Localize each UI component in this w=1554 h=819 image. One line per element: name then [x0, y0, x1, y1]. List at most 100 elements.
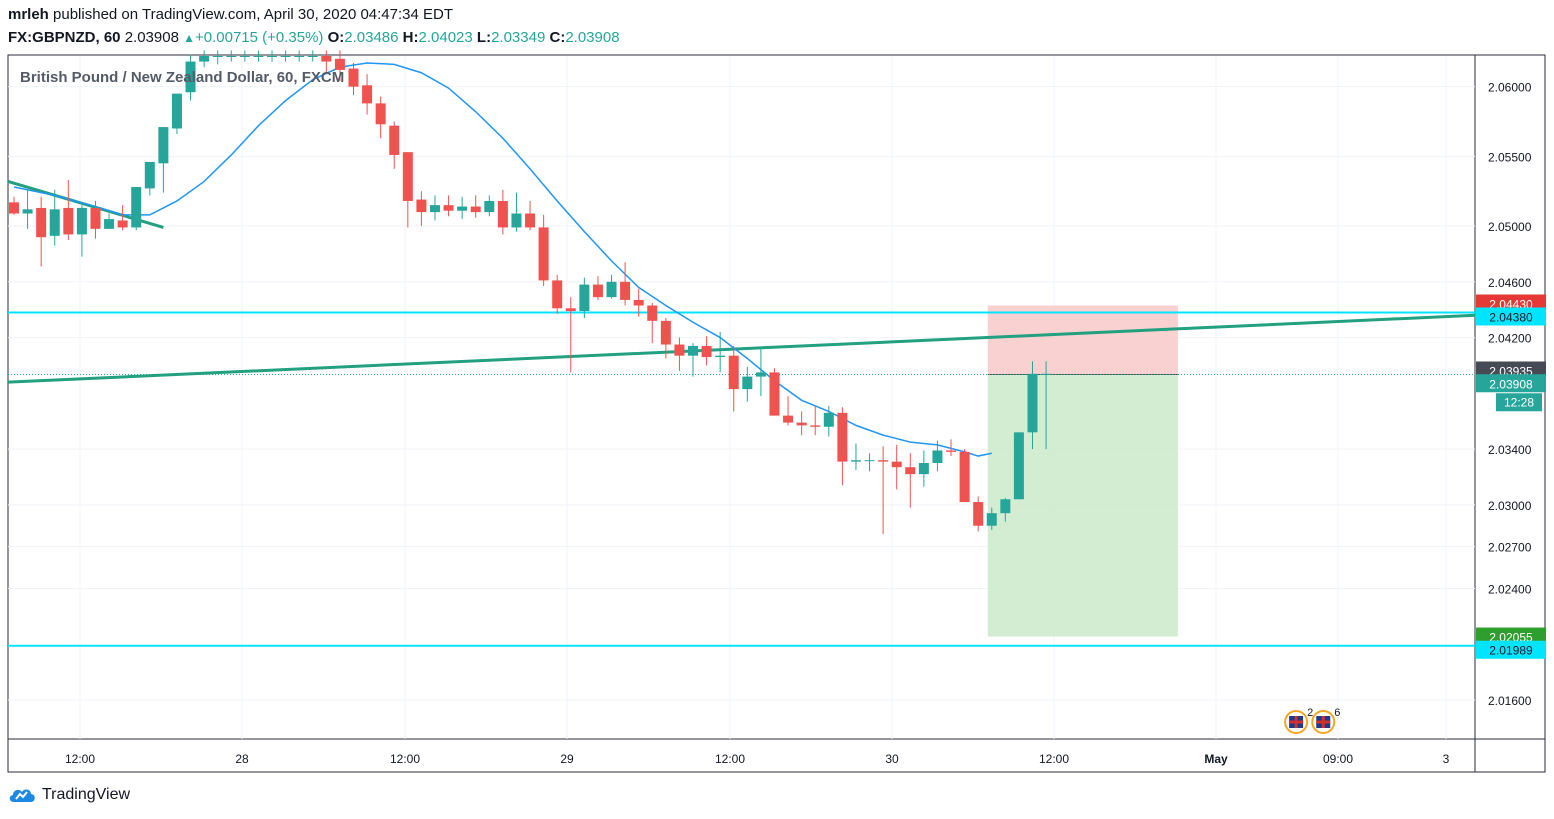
candle[interactable] — [579, 277, 590, 319]
candle[interactable] — [497, 189, 508, 235]
price-axis[interactable]: 2.06000 2.05500 2.05000 2.04600 2.04200 2.034… — [1488, 81, 1532, 708]
candle[interactable] — [864, 453, 875, 472]
candle[interactable] — [321, 50, 332, 73]
candle-body — [226, 56, 237, 57]
candle[interactable] — [484, 195, 495, 217]
candles[interactable] — [9, 50, 1052, 535]
footer[interactable]: TradingView — [8, 786, 130, 804]
candle[interactable] — [810, 405, 821, 436]
candle[interactable] — [755, 347, 766, 397]
candle[interactable] — [470, 195, 481, 218]
candle[interactable] — [660, 318, 671, 359]
candle[interactable] — [22, 189, 33, 229]
candle[interactable] — [837, 407, 848, 486]
candle-body — [783, 415, 794, 423]
candle[interactable] — [606, 274, 617, 299]
candle[interactable] — [769, 368, 780, 416]
candle[interactable] — [891, 444, 902, 490]
candle[interactable] — [959, 449, 970, 503]
candle[interactable] — [986, 507, 997, 530]
candle[interactable] — [348, 62, 359, 96]
candle[interactable] — [620, 262, 631, 306]
candle[interactable] — [171, 93, 182, 135]
trendline[interactable] — [7, 313, 1476, 384]
candle-body — [22, 209, 33, 214]
candle[interactable] — [199, 50, 210, 68]
candle[interactable] — [280, 50, 291, 62]
candle[interactable] — [443, 195, 454, 217]
candle-body — [76, 207, 87, 235]
candle[interactable] — [932, 440, 943, 472]
candle[interactable] — [552, 274, 563, 314]
candle[interactable] — [823, 405, 834, 437]
candle[interactable] — [796, 411, 807, 436]
candle[interactable] — [878, 446, 889, 535]
candle-body — [131, 187, 142, 228]
candle[interactable] — [850, 443, 861, 470]
candle[interactable] — [185, 54, 196, 101]
candle[interactable] — [674, 337, 685, 372]
candle[interactable] — [117, 205, 128, 231]
candle[interactable] — [783, 396, 794, 426]
candle[interactable] — [389, 121, 400, 169]
candle[interactable] — [742, 366, 753, 402]
candle[interactable] — [334, 50, 345, 82]
candle[interactable] — [946, 439, 957, 457]
candle[interactable] — [525, 200, 536, 231]
candle[interactable] — [253, 50, 264, 62]
candle[interactable] — [63, 180, 74, 240]
uk-flag-event-icon[interactable]: 2 — [1284, 707, 1313, 734]
candle[interactable] — [416, 191, 427, 227]
author-name[interactable]: mrleh — [8, 6, 49, 23]
candle-body — [959, 451, 970, 503]
candle[interactable] — [633, 288, 644, 317]
candle[interactable] — [226, 50, 237, 62]
candle[interactable] — [307, 50, 318, 62]
candle[interactable] — [104, 213, 115, 229]
candle[interactable] — [701, 336, 712, 366]
candle[interactable] — [1041, 361, 1052, 450]
candle[interactable] — [647, 302, 658, 344]
candle[interactable] — [905, 453, 916, 508]
candle-body — [1027, 373, 1038, 433]
candle[interactable] — [76, 205, 87, 257]
time-axis[interactable]: 12:00 28 12:00 29 12:00 30 12:00 May 09:00 3 — [65, 752, 1450, 766]
candle[interactable] — [728, 345, 739, 412]
candle[interactable] — [1000, 497, 1011, 522]
uk-flag-event-icon[interactable]: 6 — [1311, 707, 1340, 734]
candle[interactable] — [429, 195, 440, 221]
candle[interactable] — [918, 450, 929, 487]
candle[interactable] — [715, 331, 726, 373]
candle[interactable] — [973, 496, 984, 532]
candle[interactable] — [9, 196, 19, 215]
candle[interactable] — [362, 74, 373, 115]
candle-body — [429, 205, 440, 213]
candle[interactable] — [1027, 361, 1038, 450]
candle[interactable] — [131, 187, 142, 231]
candle[interactable] — [592, 276, 603, 300]
time-tick-label: 12:00 — [65, 752, 95, 766]
candle-body — [810, 425, 821, 427]
candle[interactable] — [1013, 432, 1024, 500]
candle-body — [973, 502, 984, 526]
candle[interactable] — [565, 297, 576, 373]
candle[interactable] — [158, 127, 169, 193]
candle[interactable] — [538, 214, 549, 286]
candle[interactable] — [144, 161, 155, 196]
price-tick-label: 2.05500 — [1488, 150, 1532, 164]
candle[interactable] — [402, 152, 413, 228]
candle[interactable] — [49, 189, 60, 246]
candle[interactable] — [294, 50, 305, 62]
candle[interactable] — [375, 96, 386, 139]
candle[interactable] — [267, 50, 278, 62]
candle[interactable] — [36, 196, 47, 267]
candle[interactable] — [90, 200, 101, 239]
candle[interactable] — [212, 50, 223, 65]
candle[interactable] — [239, 50, 250, 62]
candle[interactable] — [511, 192, 522, 232]
candle[interactable] — [457, 196, 468, 220]
candle[interactable] — [688, 343, 698, 377]
triangle-up-icon: ▲ — [183, 31, 195, 45]
